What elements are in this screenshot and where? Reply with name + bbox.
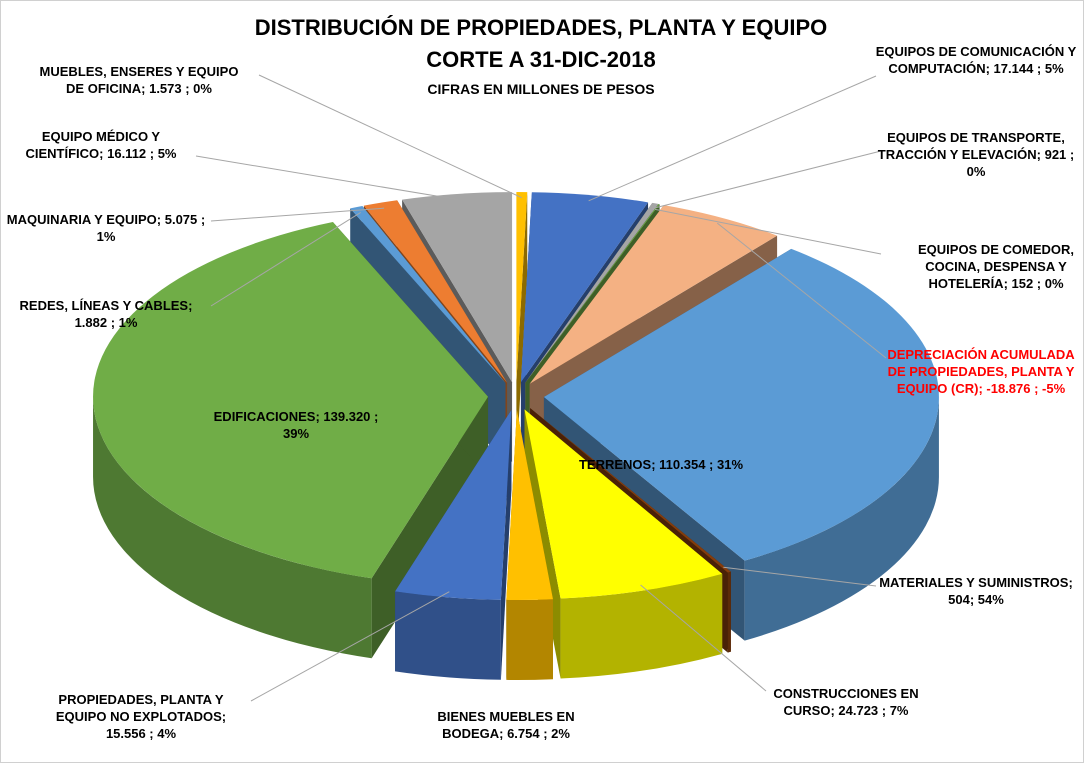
- data-label: PROPIEDADES, PLANTA Y EQUIPO NO EXPLOTAD…: [55, 692, 227, 741]
- slice-top: [543, 248, 939, 561]
- chart-subtitle: CORTE A 31-DIC-2018: [426, 47, 656, 72]
- data-label: MUEBLES, ENSERES Y EQUIPO DE OFICINA; 1.…: [39, 64, 239, 96]
- data-label: MATERIALES Y SUMINISTROS; 504; 54%: [879, 575, 1073, 607]
- data-label: EQUIPO MÉDICO Y CIENTÍFICO; 16.112 ; 5%: [25, 129, 177, 161]
- slice-wall: [93, 396, 372, 659]
- slice-top: [524, 409, 723, 599]
- leader-line: [210, 207, 385, 222]
- data-label: EQUIPOS DE COMEDOR, COCINA, DESPENSA Y H…: [917, 242, 1075, 291]
- slice-top: [93, 222, 489, 579]
- slice: [516, 192, 528, 463]
- slice-top: [402, 192, 513, 383]
- slice-wall: [744, 397, 939, 641]
- leader-line: [250, 591, 450, 702]
- slice-top: [529, 205, 778, 384]
- slice-wall: [560, 573, 723, 679]
- slice-top: [350, 205, 506, 384]
- slice: [506, 409, 553, 680]
- slice-wall: [506, 599, 553, 680]
- slice-top: [516, 192, 528, 383]
- leader-line: [723, 566, 877, 587]
- leader-line: [195, 155, 459, 201]
- slice-side: [516, 192, 528, 463]
- leader-line: [258, 74, 522, 199]
- slice-wall: [395, 591, 501, 680]
- slice-top: [530, 408, 731, 573]
- data-label: CONSTRUCCIONES EN CURSO; 24.723 ; 7%: [773, 686, 919, 718]
- slice: [93, 222, 489, 659]
- slice-wall: [727, 571, 731, 653]
- data-label: DEPRECIACIÓN ACUMULADA DE PROPIEDADES, P…: [887, 347, 1075, 396]
- leader-line: [210, 211, 361, 307]
- data-label: MAQUINARIA Y EQUIPO; 5.075 ; 1%: [6, 212, 206, 244]
- slice-top: [363, 200, 508, 383]
- slice-top: [525, 202, 659, 383]
- chart-title: DISTRIBUCIÓN DE PROPIEDADES, PLANTA Y EQ…: [254, 15, 828, 40]
- leader-line: [640, 584, 767, 692]
- slice-top: [525, 203, 660, 383]
- data-label: TERRENOS; 110.354 ; 31%: [578, 457, 744, 472]
- data-label: EQUIPOS DE TRANSPORTE, TRACCIÓN Y ELEVAC…: [877, 130, 1075, 179]
- slice-top: [395, 409, 512, 600]
- slice-top: [520, 192, 649, 383]
- chart-note: CIFRAS EN MILLONES DE PESOS: [427, 81, 655, 97]
- data-label: EDIFICACIONES; 139.320 ; 39%: [213, 409, 379, 441]
- leader-line: [654, 208, 882, 255]
- leader-line: [716, 222, 887, 359]
- data-label: REDES, LÍNEAS Y CABLES; 1.882 ; 1%: [19, 298, 193, 330]
- leader-line: [651, 150, 882, 210]
- data-label: EQUIPOS DE COMUNICACIÓN Y COMPUTACIÓN; 1…: [875, 44, 1077, 76]
- slice-top: [506, 409, 553, 600]
- slice: [524, 409, 723, 679]
- data-label: BIENES MUEBLES EN BODEGA; 6.754 ; 2%: [437, 709, 575, 741]
- leader-line: [588, 75, 877, 202]
